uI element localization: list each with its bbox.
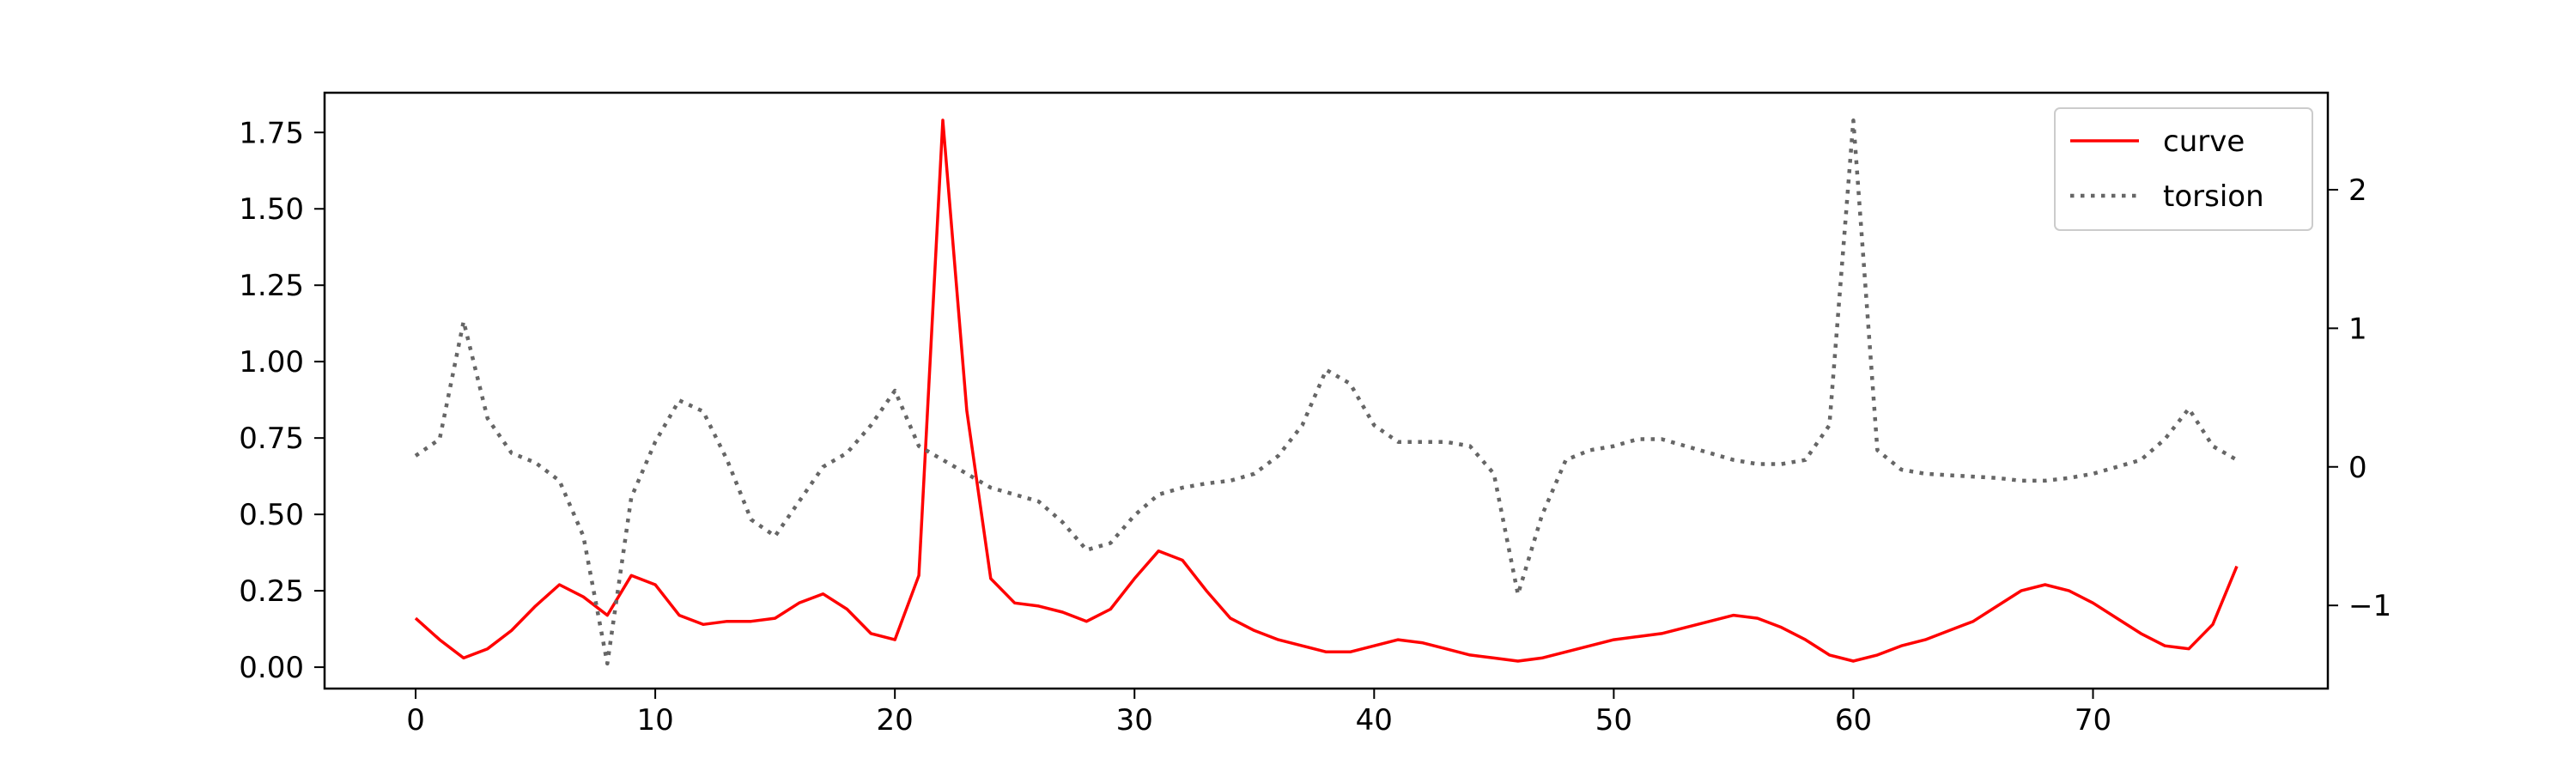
y-left-tick-label: 0.75 [239,422,304,456]
legend-label-torsion: torsion [2163,179,2264,214]
y-left-tick-label: 1.75 [239,116,304,150]
x-tick-label: 20 [877,703,914,738]
plot-frame [323,91,2330,690]
x-tick-label: 30 [1116,703,1153,738]
y-right-tick-label: −1 [2348,589,2391,623]
x-tick-label: 70 [2075,703,2111,738]
x-tick-label: 50 [1595,703,1632,738]
y-left-tick-label: 0.50 [239,498,304,532]
legend-box [2054,107,2313,231]
y-right-tick-label: 0 [2348,451,2367,485]
y-left-tick-label: 1.25 [239,269,304,303]
x-tick-label: 60 [1835,703,1872,738]
x-tick-label: 10 [636,703,673,738]
y-left-tick-label: 0.00 [239,651,304,685]
y-left-tick-label: 1.50 [239,192,304,227]
y-left-tick-label: 1.00 [239,345,304,379]
x-tick-label: 0 [406,703,425,738]
series-line-torsion [414,118,2239,666]
y-right-tick-label: 1 [2348,312,2367,346]
series-line-curve [414,118,2239,663]
y-right-tick-label: 2 [2348,173,2367,208]
y-left-tick-label: 0.25 [239,574,304,609]
legend-label-curve: curve [2163,124,2245,159]
x-tick-label: 40 [1356,703,1393,738]
